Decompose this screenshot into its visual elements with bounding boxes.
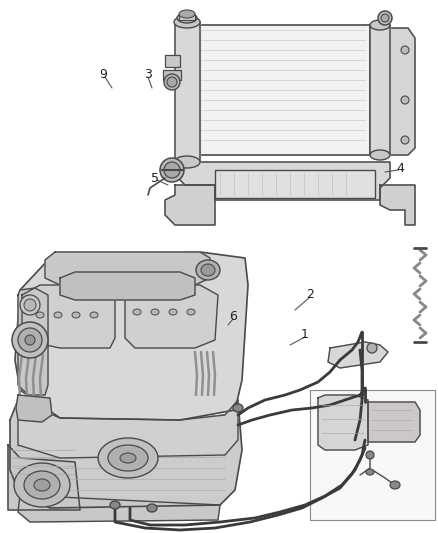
Ellipse shape [179,10,195,18]
Polygon shape [388,28,415,155]
Ellipse shape [370,20,390,30]
Bar [310,390,435,520]
Ellipse shape [390,481,400,489]
Bar [163,70,181,80]
Polygon shape [175,162,390,200]
Polygon shape [15,252,248,420]
Polygon shape [370,25,390,155]
Polygon shape [60,272,195,300]
Ellipse shape [120,453,136,463]
Polygon shape [18,495,220,522]
Ellipse shape [98,438,158,478]
Ellipse shape [24,471,60,499]
Ellipse shape [72,312,80,318]
Polygon shape [18,288,48,395]
Ellipse shape [24,299,36,311]
Ellipse shape [164,74,180,90]
Ellipse shape [370,150,390,160]
Polygon shape [16,395,52,422]
Ellipse shape [401,96,409,104]
Ellipse shape [36,312,44,318]
Ellipse shape [177,13,197,23]
Ellipse shape [366,451,374,459]
Ellipse shape [401,136,409,144]
Ellipse shape [12,322,48,358]
Polygon shape [45,252,210,285]
Bar [195,25,370,155]
Polygon shape [328,342,388,368]
Ellipse shape [151,309,159,315]
Text: 4: 4 [396,161,404,174]
Ellipse shape [14,463,70,507]
Text: 2: 2 [306,288,314,302]
Ellipse shape [20,295,40,315]
Polygon shape [8,445,80,510]
Ellipse shape [25,335,35,345]
Text: 3: 3 [144,69,152,82]
Text: 6: 6 [229,311,237,324]
Ellipse shape [187,309,195,315]
Ellipse shape [34,479,50,491]
Polygon shape [125,285,218,348]
Text: 1: 1 [301,328,309,342]
Ellipse shape [110,501,120,509]
Ellipse shape [54,312,62,318]
Polygon shape [380,185,415,225]
Text: 9: 9 [99,69,107,82]
Ellipse shape [108,445,148,471]
Ellipse shape [174,156,200,168]
Polygon shape [165,185,215,225]
Ellipse shape [90,312,98,318]
Ellipse shape [167,77,177,87]
Ellipse shape [174,16,200,28]
Bar [215,170,375,198]
Ellipse shape [378,11,392,25]
Ellipse shape [381,14,389,22]
Ellipse shape [367,343,377,353]
Bar [179,14,195,20]
Ellipse shape [196,260,220,280]
Ellipse shape [401,46,409,54]
Ellipse shape [147,504,157,512]
Ellipse shape [201,264,215,276]
Ellipse shape [169,309,177,315]
Polygon shape [175,22,200,162]
Ellipse shape [366,469,374,475]
Polygon shape [368,402,420,442]
Polygon shape [318,395,368,450]
Ellipse shape [160,158,184,182]
Polygon shape [22,285,115,348]
Bar [165,55,180,67]
Polygon shape [18,400,238,458]
Ellipse shape [233,404,243,412]
Ellipse shape [133,309,141,315]
Ellipse shape [164,162,180,178]
Text: 5: 5 [151,172,159,184]
Ellipse shape [18,328,42,352]
Polygon shape [10,400,242,508]
